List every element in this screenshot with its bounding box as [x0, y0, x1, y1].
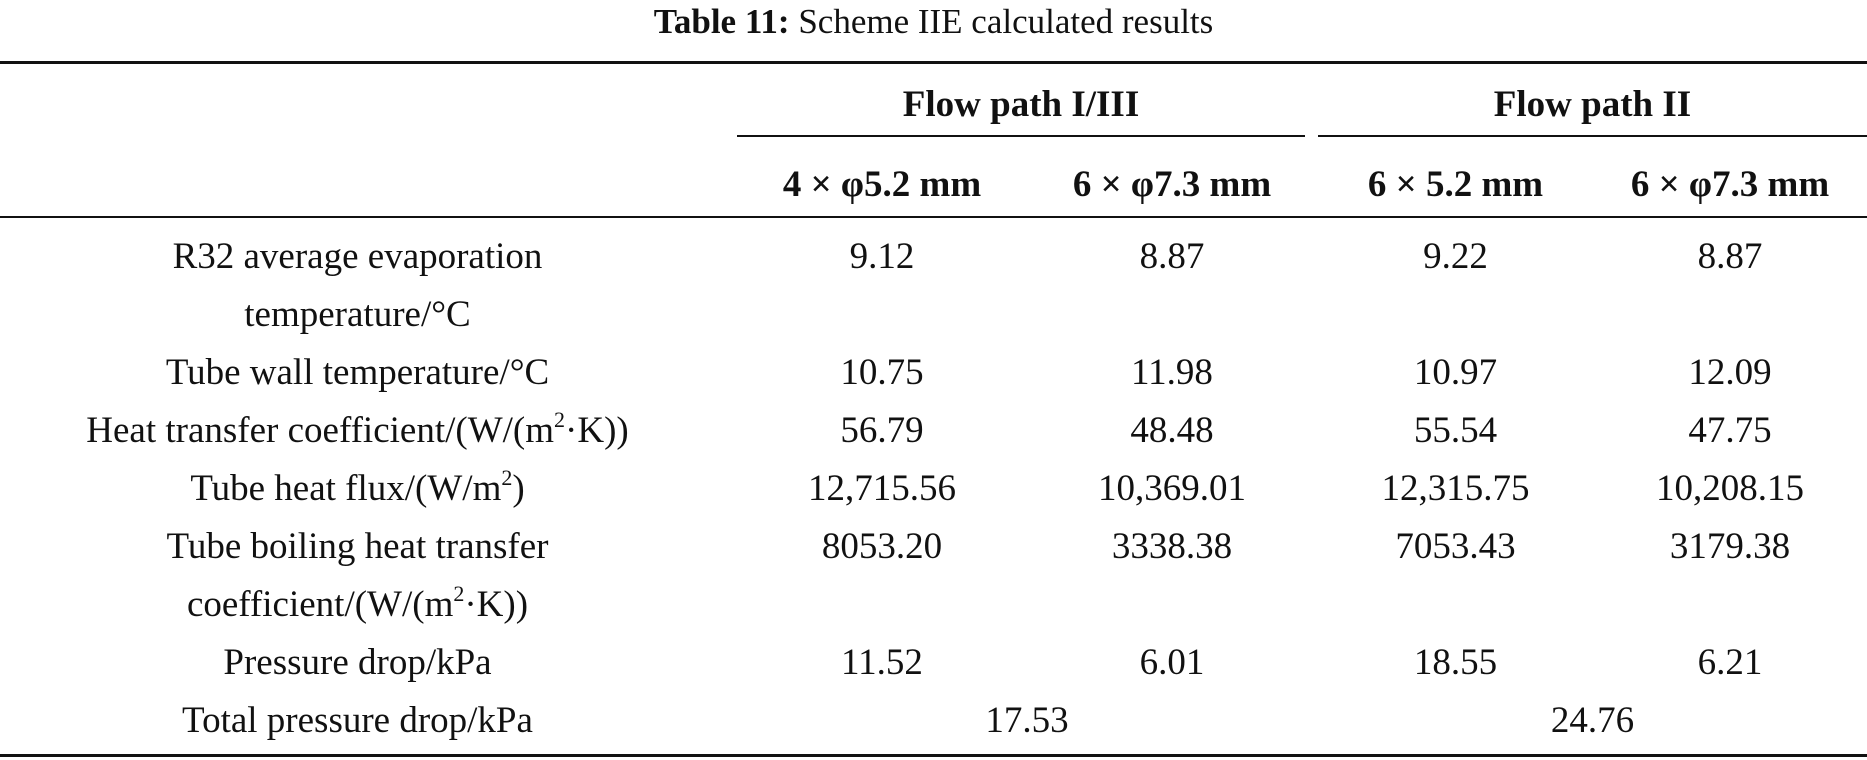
table-cell: 10.75 — [840, 352, 924, 393]
row-label-text: Heat transfer coefficient/(W/(m — [86, 410, 555, 451]
row-label-evaporation-temperature: R32 average evaporation temperature/°C — [0, 228, 715, 344]
table-cell: 12.09 — [1688, 352, 1772, 393]
row-label-text: ·K)) — [565, 410, 629, 451]
table-cell: 12,315.75 — [1381, 468, 1530, 509]
group-rule-2 — [1318, 135, 1867, 137]
table-cell: 56.79 — [840, 410, 924, 451]
table-cell: 10,369.01 — [1098, 468, 1246, 509]
table-cell: 3338.38 — [1111, 526, 1233, 567]
row-label-text: ) — [512, 468, 525, 509]
subheader-3: 6 × 5.2 mm — [1367, 164, 1544, 205]
superscript: 2 — [501, 465, 513, 490]
bottom-rule — [0, 754, 1867, 757]
table-cell: 9.12 — [849, 236, 915, 277]
table-cell: 8.87 — [1139, 236, 1205, 277]
row-label-pressure-drop: Pressure drop/kPa — [223, 642, 492, 683]
top-rule — [0, 61, 1867, 64]
table-cell: 11.98 — [1131, 352, 1213, 393]
row-label-line: temperature/°C — [244, 294, 471, 335]
table-cell: 18.55 — [1413, 642, 1498, 683]
row-label-total-pressure-drop: Total pressure drop/kPa — [182, 700, 533, 741]
caption-text: Scheme IIE calculated results — [798, 2, 1214, 41]
table-caption: Table 11: Scheme IIE calculated results — [0, 2, 1867, 42]
group-header-2: Flow path II — [1493, 84, 1692, 125]
header-rule — [0, 216, 1867, 218]
row-label-tube-heat-flux: Tube heat flux/(W/m2) — [0, 460, 715, 518]
superscript: 2 — [453, 581, 465, 606]
row-label-text: ·K)) — [464, 584, 529, 625]
table-cell: 48.48 — [1130, 410, 1214, 451]
caption-label: Table 11: — [653, 2, 790, 41]
row-label-text: Tube heat flux/(W/m — [190, 468, 502, 509]
table-cell: 47.75 — [1688, 410, 1772, 451]
table-cell: 7053.43 — [1395, 526, 1516, 567]
table-cell: 55.54 — [1413, 410, 1498, 451]
table-cell: 3179.38 — [1669, 526, 1791, 567]
row-label-tube-wall-temperature: Tube wall temperature/°C — [165, 352, 550, 393]
table-cell: 11.52 — [841, 642, 923, 683]
row-label-boiling-heat-transfer: Tube boiling heat transfer coefficient/(… — [0, 518, 715, 634]
group-header-1: Flow path I/III — [902, 84, 1140, 125]
table-cell: 6.01 — [1139, 642, 1205, 683]
row-label-line: Tube boiling heat transfer — [166, 526, 549, 567]
subheader-4: 6 × φ7.3 mm — [1630, 164, 1830, 205]
row-label-line: R32 average evaporation — [172, 236, 543, 277]
table-cell-span: 24.76 — [1550, 700, 1635, 741]
table-cell-span: 17.53 — [985, 700, 1069, 741]
table-cell: 8.87 — [1697, 236, 1763, 277]
row-label-line: coefficient/(W/(m2·K)) — [0, 576, 715, 634]
table-cell: 10,208.15 — [1656, 468, 1804, 509]
table-cell: 12,715.56 — [808, 468, 956, 509]
table-cell: 10.97 — [1413, 352, 1498, 393]
group-rule-1 — [737, 135, 1305, 137]
table-cell: 8053.20 — [821, 526, 943, 567]
table-cell: 9.22 — [1423, 236, 1488, 277]
subheader-2: 6 × φ7.3 mm — [1072, 164, 1272, 205]
row-label-text: coefficient/(W/(m — [186, 584, 454, 625]
superscript: 2 — [554, 407, 566, 432]
row-label-heat-transfer-coefficient: Heat transfer coefficient/(W/(m2·K)) — [0, 402, 715, 460]
subheader-1: 4 × φ5.2 mm — [782, 164, 982, 205]
table-cell: 6.21 — [1697, 642, 1763, 683]
